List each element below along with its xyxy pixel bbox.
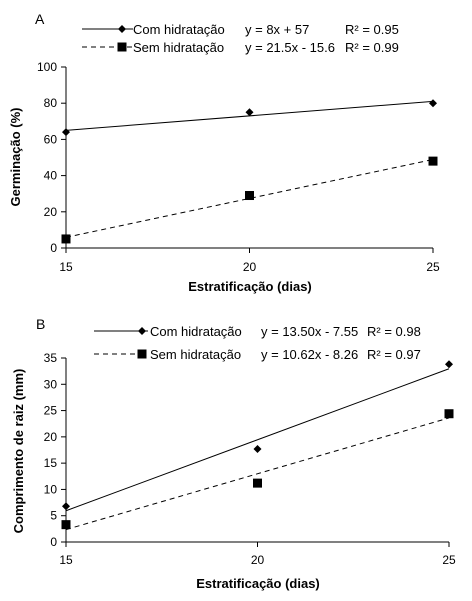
- data-point-sem-hidratacao: [428, 156, 438, 166]
- data-point-sem-hidratacao: [245, 191, 254, 201]
- data-point-sem-hidratacao: [61, 234, 71, 244]
- data-point-com-hidratacao: [62, 502, 70, 511]
- legend-label: Sem hidratação: [133, 40, 224, 55]
- y-axis-label: Comprimento de raiz (mm): [11, 369, 26, 534]
- data-point-com-hidratacao: [253, 444, 262, 453]
- panel-label: A: [35, 11, 45, 27]
- legend-label: Com hidratação: [150, 324, 242, 339]
- x-tick-label: 20: [251, 553, 265, 567]
- data-point-com-hidratacao: [429, 99, 437, 108]
- legend-label: Sem hidratação: [150, 347, 241, 362]
- r-squared-value: R² = 0.98: [367, 324, 421, 339]
- regression-equation: y = 10.62x - 8.26: [261, 347, 358, 362]
- y-tick-label: 80: [44, 96, 58, 110]
- data-point-sem-hidratacao: [444, 409, 454, 419]
- y-tick-label: 15: [44, 456, 58, 470]
- y-tick-label: 100: [37, 60, 57, 74]
- y-tick-label: 25: [44, 404, 58, 418]
- y-tick-label: 35: [44, 351, 58, 365]
- data-point-sem-hidratacao: [253, 478, 262, 488]
- y-tick-label: 40: [44, 169, 58, 183]
- trendline-sem-hidratacao: [65, 417, 450, 531]
- chart-panel-B: B 0 5 10 15 20 25 30 35 15 20 25 Estratificação (dia…: [11, 316, 456, 591]
- y-tick-label: 20: [44, 430, 58, 444]
- data-point-com-hidratacao: [62, 128, 70, 137]
- legend-label: Com hidratação: [133, 22, 225, 37]
- regression-equation: y = 21.5x - 15.6: [245, 40, 335, 55]
- y-axis-label: Germinação (%): [8, 108, 23, 207]
- y-tick-label: 5: [50, 509, 57, 523]
- panel-label: B: [36, 316, 45, 332]
- r-squared-value: R² = 0.97: [367, 347, 421, 362]
- x-axis-label: Estratificação (dias): [188, 279, 312, 294]
- legend-marker: [137, 349, 147, 359]
- x-tick-label: 25: [442, 553, 456, 567]
- legend-marker: [138, 327, 146, 335]
- data-point-sem-hidratacao: [61, 520, 71, 530]
- x-tick-label: 15: [59, 260, 73, 274]
- x-axis-label: Estratificação (dias): [196, 576, 320, 591]
- x-tick-label: 25: [426, 260, 440, 274]
- regression-equation: y = 8x + 57: [245, 22, 309, 37]
- y-tick-label: 0: [50, 241, 57, 255]
- r-squared-value: R² = 0.99: [345, 40, 399, 55]
- r-squared-value: R² = 0.95: [345, 22, 399, 37]
- y-tick-label: 30: [44, 377, 58, 391]
- x-tick-label: 15: [59, 553, 73, 567]
- legend-marker: [118, 25, 126, 33]
- chart-panel-A: A 0 20 40 60 80 100 15 20 25 Estratificação (dias)…: [8, 11, 440, 294]
- regression-equation: y = 13.50x - 7.55: [261, 324, 358, 339]
- legend-marker: [117, 42, 127, 52]
- x-tick-label: 20: [243, 260, 257, 274]
- data-point-com-hidratacao: [445, 360, 453, 369]
- y-tick-label: 20: [44, 205, 58, 219]
- trendline-com-hidratacao: [65, 368, 450, 512]
- y-tick-label: 0: [50, 535, 57, 549]
- data-point-com-hidratacao: [245, 108, 254, 117]
- y-tick-label: 60: [44, 132, 58, 146]
- y-tick-label: 10: [44, 482, 58, 496]
